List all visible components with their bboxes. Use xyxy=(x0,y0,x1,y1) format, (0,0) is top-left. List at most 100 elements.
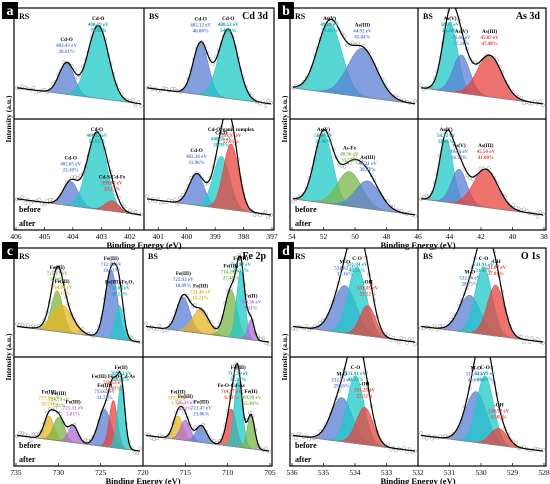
peak-energy: 400.17 eV xyxy=(86,134,107,139)
raw-data-point xyxy=(138,446,142,450)
subpanel-plot xyxy=(145,119,273,220)
peak-name: M-O xyxy=(336,372,347,378)
raw-data-point xyxy=(135,451,140,456)
raw-data-point xyxy=(95,127,99,131)
raw-data-point xyxy=(293,327,298,332)
peak-percent: 13.03% xyxy=(491,415,507,420)
x-tick-label: 536 xyxy=(286,468,298,477)
peak-percent: 57.05% xyxy=(223,140,239,145)
peak-energy: 711.53 eV xyxy=(103,381,124,386)
raw-data-point xyxy=(478,166,483,171)
panel-letter: c xyxy=(7,244,13,259)
raw-data-point xyxy=(110,259,115,264)
peak-name: M-O xyxy=(340,260,351,266)
peak-percent: 79.39% xyxy=(90,29,106,34)
raw-data-point xyxy=(541,341,545,345)
peak-name: -OH xyxy=(360,381,370,387)
raw-data-point xyxy=(169,86,174,91)
peak-percent: 11.96% xyxy=(189,161,205,166)
peak-percent: 7.93% xyxy=(52,404,66,409)
raw-data-point xyxy=(342,164,347,169)
peak-name: Fe(III) Fe₂O₃ xyxy=(105,279,134,286)
raw-data-point xyxy=(541,212,545,216)
subpanel-plot xyxy=(419,232,545,345)
x-tick-label: 54 xyxy=(288,232,296,241)
peak-percent: 23.23% xyxy=(104,188,120,193)
raw-data-point xyxy=(132,450,137,455)
peak-percent: 46.95% xyxy=(477,378,493,383)
raw-data-point xyxy=(359,235,362,238)
peak-energy: 399.05 eV xyxy=(102,182,123,187)
peak-name: Fe-O-Cd-As xyxy=(218,383,245,389)
peak-name: Cd-O xyxy=(190,148,202,154)
x-tick-label: 532 xyxy=(412,468,424,477)
raw-data-point xyxy=(429,436,434,441)
corner-label: RS xyxy=(295,252,306,261)
raw-data-point xyxy=(535,337,540,341)
raw-data-point xyxy=(479,336,482,339)
raw-data-point xyxy=(293,436,298,441)
subpanel-plot xyxy=(145,28,273,108)
raw-data-point xyxy=(301,326,306,331)
x-tick-label: 50 xyxy=(351,232,359,241)
peak-percent: 30.51% xyxy=(360,168,376,173)
raw-data-point xyxy=(487,232,490,235)
peak-percent: 18.09% xyxy=(175,284,191,289)
raw-data-point xyxy=(345,43,350,48)
peak-percent: 29.13% xyxy=(233,269,249,274)
peak-name: As(V) xyxy=(323,15,336,22)
raw-data-point xyxy=(42,318,47,323)
raw-data-point xyxy=(424,436,429,441)
fit-envelope xyxy=(146,28,272,105)
raw-data-point xyxy=(485,337,488,340)
peak-energy: 713.62 eV xyxy=(94,390,115,395)
raw-data-point xyxy=(451,431,456,436)
peak-name: As(III) xyxy=(478,142,494,149)
peak-energy: 724.04 eV xyxy=(52,286,73,291)
x-tick-label: 715 xyxy=(180,468,192,477)
subpanel-plot xyxy=(291,16,417,105)
raw-data-point xyxy=(476,174,480,179)
panel-letter: d xyxy=(282,244,290,259)
peak-energy: 50.27 eV xyxy=(441,23,460,28)
raw-data-point xyxy=(191,174,196,178)
x-axis-label: Binding Energy (eV) xyxy=(106,240,181,250)
raw-data-point xyxy=(75,175,80,180)
panel-title: Cd 3d xyxy=(242,11,268,22)
peak-energy: 400.56 eV xyxy=(211,137,232,142)
raw-data-point xyxy=(42,202,47,207)
raw-data-point xyxy=(198,426,203,431)
fit-envelope xyxy=(420,8,544,105)
raw-data-point xyxy=(122,204,127,209)
raw-data-point xyxy=(164,200,169,205)
raw-data-point xyxy=(67,62,72,66)
raw-data-point xyxy=(53,80,58,84)
x-tick-label: 46 xyxy=(414,232,422,241)
x-tick-label: 710 xyxy=(222,468,234,477)
peak-percent: 38.12% xyxy=(111,293,127,298)
x-tick-label: 48 xyxy=(383,232,391,241)
raw-data-point xyxy=(263,209,268,214)
raw-data-point xyxy=(386,87,390,92)
panel-title: Fe 2p xyxy=(242,251,266,262)
state-label-before: before xyxy=(295,205,317,214)
raw-data-point xyxy=(166,433,170,438)
x-tick-label: 534 xyxy=(349,468,361,477)
raw-data-point xyxy=(203,182,207,187)
fit-envelope xyxy=(292,18,416,105)
raw-data-point xyxy=(394,338,398,343)
peak-energy: 402.43 eV xyxy=(56,44,77,49)
x-tick-label: 40 xyxy=(509,232,517,241)
